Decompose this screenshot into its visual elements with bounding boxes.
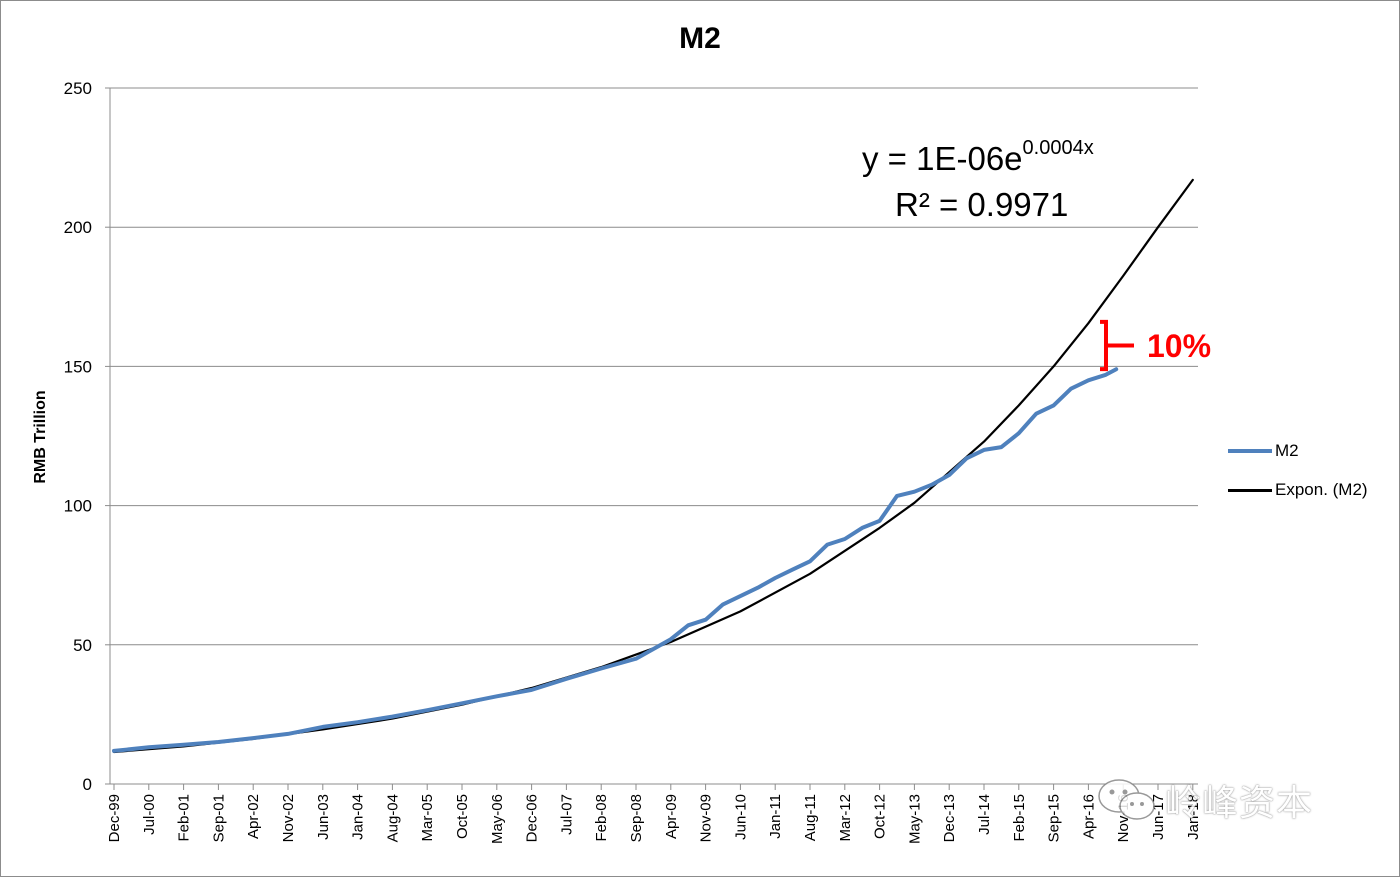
- y-tick-label-0: 0: [83, 775, 92, 794]
- x-tick-label: Jan-18: [1185, 794, 1202, 840]
- x-tick-label: Sep-15: [1046, 794, 1063, 842]
- y-tick-label-50: 50: [73, 636, 92, 655]
- r-squared-label: R² = 0.9971: [895, 186, 1069, 223]
- x-tick-label: Aug-04: [384, 794, 401, 842]
- legend-swatch-expon: [1228, 488, 1272, 492]
- y-tick-label-250: 250: [64, 79, 92, 98]
- x-tick-label: Apr-09: [663, 794, 680, 839]
- equation-base: y = 1E-06e: [862, 140, 1023, 177]
- x-tick-label: Mar-05: [419, 794, 436, 842]
- x-tick-label: Feb-08: [593, 794, 610, 842]
- x-tick-label: Dec-06: [524, 794, 541, 842]
- x-tick-label: Feb-15: [1011, 794, 1028, 842]
- x-tick-label: May-13: [906, 794, 923, 844]
- x-tick-label: May-06: [489, 794, 506, 844]
- legend-item-m2: M2: [1228, 438, 1368, 464]
- legend-item-expon: Expon. (M2): [1228, 477, 1368, 503]
- x-tick-label: Jan-04: [350, 794, 367, 840]
- x-tick-label: Dec-99: [106, 794, 123, 842]
- legend-swatch-m2: [1228, 449, 1272, 453]
- x-tick-label: Jul-07: [558, 794, 575, 835]
- x-tick-label: Nov-09: [698, 794, 715, 842]
- trendline-equation: y = 1E-06e0.0004x: [862, 137, 1094, 178]
- watermark-text: 岭峰资本: [1165, 783, 1314, 824]
- x-tick-label: Sep-01: [210, 794, 227, 842]
- x-tick-label: Jan-11: [767, 794, 784, 839]
- legend-label-expon: Expon. (M2): [1275, 480, 1368, 499]
- watermark: 岭峰资本: [1095, 774, 1313, 826]
- x-tick-label: Apr-02: [245, 794, 262, 839]
- x-tick-label: Oct-12: [872, 794, 889, 839]
- legend-label-m2: M2: [1275, 441, 1299, 460]
- y-tick-label-100: 100: [64, 497, 92, 516]
- x-tick-label: Dec-13: [941, 794, 958, 842]
- x-tick-label: Jul-00: [141, 794, 158, 835]
- wechat-icon: [1098, 779, 1155, 820]
- equation-exponent: 0.0004x: [1022, 137, 1094, 159]
- legend: M2 Expon. (M2): [1228, 438, 1368, 516]
- x-tick-label: Apr-16: [1080, 794, 1097, 839]
- y-tick-label-200: 200: [64, 218, 92, 237]
- chart-title: M2: [679, 22, 721, 55]
- x-tick-label: Sep-08: [628, 794, 645, 842]
- x-tick-label: Mar-12: [837, 794, 854, 842]
- series-line-expon: [112, 178, 1194, 754]
- x-tick-label: Aug-11: [802, 794, 819, 841]
- x-tick-label: Jun-10: [732, 794, 749, 840]
- x-tick-label: Nov-02: [280, 794, 297, 842]
- x-tick-label: Feb-01: [176, 794, 193, 842]
- y-tick-label-150: 150: [64, 357, 92, 376]
- series-line-m2: [112, 367, 1119, 753]
- gap-percentage-label: 10%: [1147, 328, 1212, 364]
- x-tick-label: Oct-05: [454, 794, 471, 839]
- gap-bracket: [1100, 319, 1134, 372]
- x-tick-label: Jul-14: [976, 794, 993, 835]
- x-tick-label: Jun-03: [315, 794, 332, 840]
